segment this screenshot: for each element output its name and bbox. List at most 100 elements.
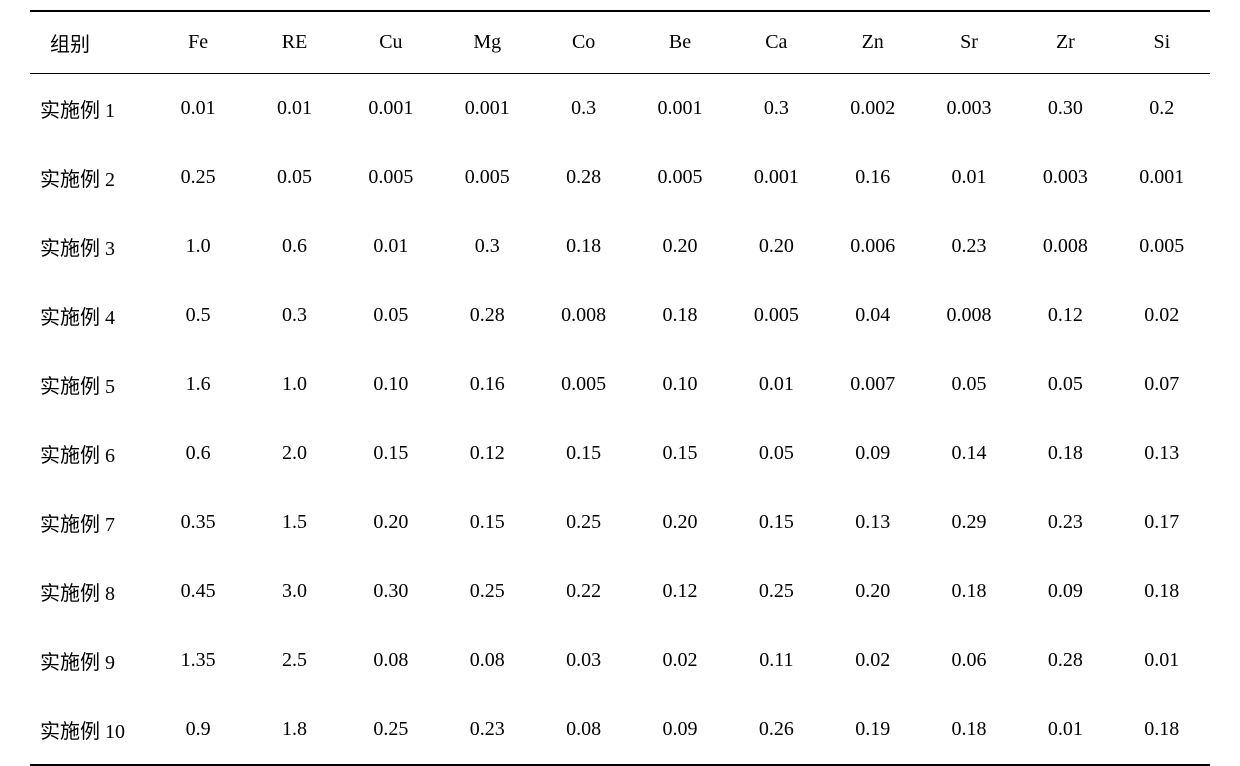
cell-value: 0.20	[632, 212, 728, 281]
cell-value: 0.20	[825, 557, 921, 626]
cell-value: 1.0	[246, 350, 342, 419]
cell-value: 0.6	[246, 212, 342, 281]
cell-value: 0.19	[825, 695, 921, 765]
cell-value: 0.18	[1114, 557, 1210, 626]
cell-value: 0.08	[439, 626, 535, 695]
cell-value: 0.18	[535, 212, 631, 281]
cell-value: 0.20	[728, 212, 824, 281]
cell-value: 0.18	[632, 281, 728, 350]
col-header-group: 组别	[30, 11, 150, 74]
cell-value: 0.06	[921, 626, 1017, 695]
cell-value: 0.23	[439, 695, 535, 765]
cell-value: 0.01	[1114, 626, 1210, 695]
cell-value: 2.5	[246, 626, 342, 695]
cell-value: 0.02	[1114, 281, 1210, 350]
cell-value: 0.05	[728, 419, 824, 488]
cell-value: 0.22	[535, 557, 631, 626]
col-header-be: Be	[632, 11, 728, 74]
cell-value: 1.8	[246, 695, 342, 765]
cell-value: 0.45	[150, 557, 246, 626]
cell-value: 0.25	[150, 143, 246, 212]
cell-value: 0.005	[1114, 212, 1210, 281]
cell-value: 0.20	[343, 488, 439, 557]
cell-value: 0.15	[439, 488, 535, 557]
cell-value: 0.005	[343, 143, 439, 212]
cell-value: 0.3	[439, 212, 535, 281]
col-header-mg: Mg	[439, 11, 535, 74]
cell-value: 0.001	[343, 74, 439, 144]
cell-value: 0.25	[343, 695, 439, 765]
cell-value: 0.28	[439, 281, 535, 350]
cell-value: 3.0	[246, 557, 342, 626]
cell-value: 0.12	[1017, 281, 1113, 350]
row-label: 实施例 5	[30, 350, 150, 419]
col-header-zr: Zr	[1017, 11, 1113, 74]
cell-value: 0.08	[343, 626, 439, 695]
table-row: 实施例 60.62.00.150.120.150.150.050.090.140…	[30, 419, 1210, 488]
cell-value: 0.15	[728, 488, 824, 557]
row-label: 实施例 7	[30, 488, 150, 557]
cell-value: 0.02	[825, 626, 921, 695]
cell-value: 0.15	[343, 419, 439, 488]
cell-value: 0.005	[728, 281, 824, 350]
cell-value: 0.001	[632, 74, 728, 144]
cell-value: 0.18	[1017, 419, 1113, 488]
cell-value: 0.09	[825, 419, 921, 488]
table-body: 实施例 10.010.010.0010.0010.30.0010.30.0020…	[30, 74, 1210, 766]
row-label: 实施例 1	[30, 74, 150, 144]
table-row: 实施例 40.50.30.050.280.0080.180.0050.040.0…	[30, 281, 1210, 350]
row-label: 实施例 2	[30, 143, 150, 212]
data-table: 组别 Fe RE Cu Mg Co Be Ca Zn Sr Zr Si 实施例 …	[30, 10, 1210, 766]
cell-value: 0.13	[825, 488, 921, 557]
cell-value: 0.09	[1017, 557, 1113, 626]
col-header-re: RE	[246, 11, 342, 74]
cell-value: 0.001	[728, 143, 824, 212]
table-row: 实施例 100.91.80.250.230.080.090.260.190.18…	[30, 695, 1210, 765]
table-row: 实施例 31.00.60.010.30.180.200.200.0060.230…	[30, 212, 1210, 281]
cell-value: 0.15	[535, 419, 631, 488]
cell-value: 0.01	[728, 350, 824, 419]
cell-value: 0.6	[150, 419, 246, 488]
cell-value: 0.25	[728, 557, 824, 626]
cell-value: 0.001	[439, 74, 535, 144]
cell-value: 0.03	[535, 626, 631, 695]
cell-value: 0.29	[921, 488, 1017, 557]
cell-value: 0.04	[825, 281, 921, 350]
cell-value: 0.003	[1017, 143, 1113, 212]
cell-value: 0.008	[535, 281, 631, 350]
col-header-sr: Sr	[921, 11, 1017, 74]
cell-value: 0.10	[632, 350, 728, 419]
cell-value: 0.11	[728, 626, 824, 695]
cell-value: 0.01	[343, 212, 439, 281]
cell-value: 0.30	[1017, 74, 1113, 144]
col-header-cu: Cu	[343, 11, 439, 74]
cell-value: 0.15	[632, 419, 728, 488]
cell-value: 0.01	[921, 143, 1017, 212]
cell-value: 0.01	[150, 74, 246, 144]
table-row: 实施例 91.352.50.080.080.030.020.110.020.06…	[30, 626, 1210, 695]
cell-value: 0.10	[343, 350, 439, 419]
cell-value: 0.01	[246, 74, 342, 144]
row-label: 实施例 9	[30, 626, 150, 695]
cell-value: 0.16	[439, 350, 535, 419]
cell-value: 0.18	[921, 695, 1017, 765]
cell-value: 0.07	[1114, 350, 1210, 419]
cell-value: 0.006	[825, 212, 921, 281]
cell-value: 0.3	[728, 74, 824, 144]
cell-value: 0.23	[1017, 488, 1113, 557]
cell-value: 0.2	[1114, 74, 1210, 144]
cell-value: 0.008	[1017, 212, 1113, 281]
cell-value: 0.18	[921, 557, 1017, 626]
col-header-fe: Fe	[150, 11, 246, 74]
cell-value: 0.007	[825, 350, 921, 419]
cell-value: 1.35	[150, 626, 246, 695]
table-row: 实施例 20.250.050.0050.0050.280.0050.0010.1…	[30, 143, 1210, 212]
col-header-si: Si	[1114, 11, 1210, 74]
cell-value: 0.28	[1017, 626, 1113, 695]
cell-value: 1.0	[150, 212, 246, 281]
row-label: 实施例 4	[30, 281, 150, 350]
col-header-co: Co	[535, 11, 631, 74]
cell-value: 0.01	[1017, 695, 1113, 765]
cell-value: 0.002	[825, 74, 921, 144]
cell-value: 0.005	[535, 350, 631, 419]
